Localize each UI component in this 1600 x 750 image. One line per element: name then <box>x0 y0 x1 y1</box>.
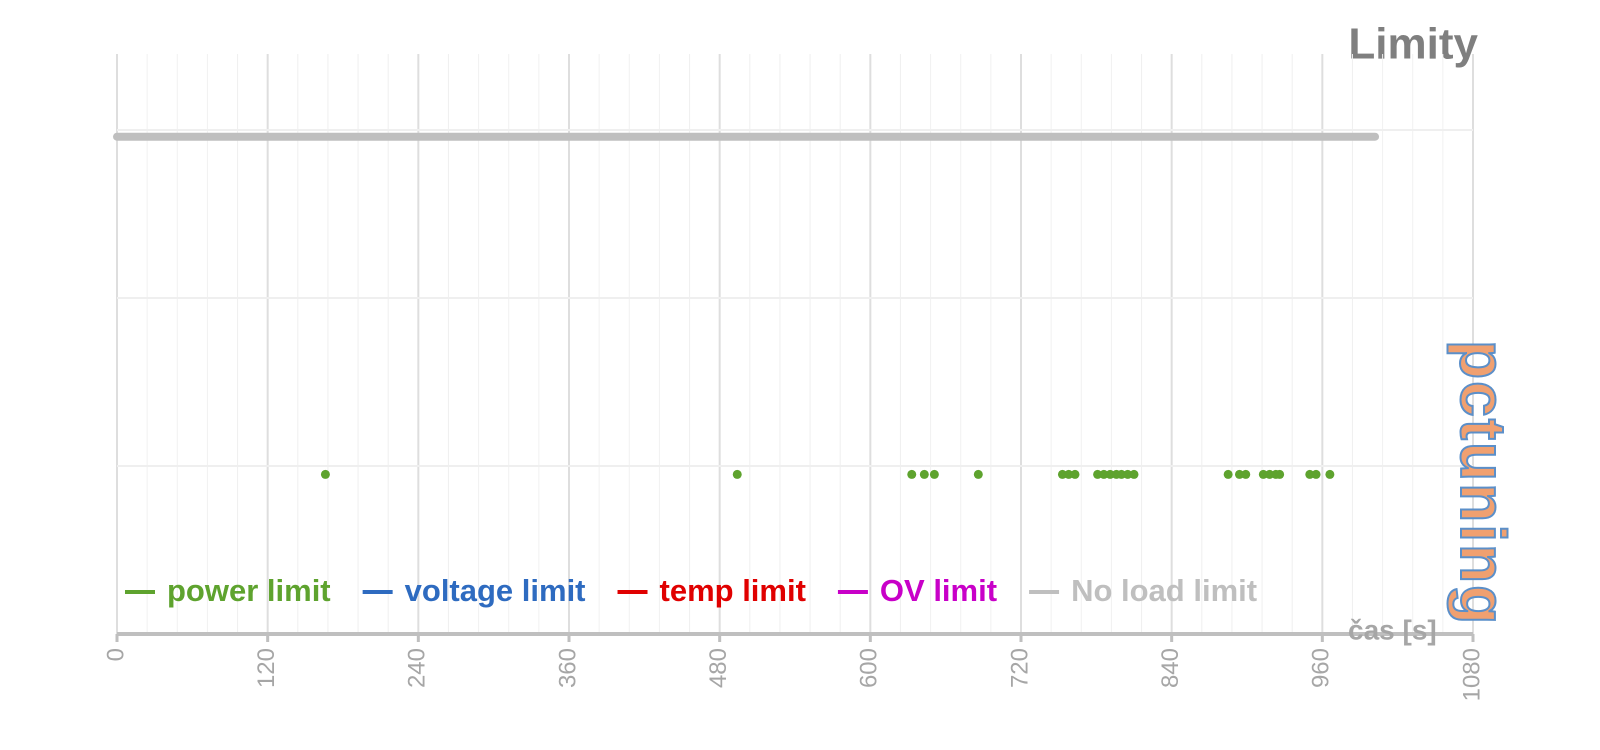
x-tick-label: 480 <box>705 648 732 688</box>
watermark: pctuning <box>1447 340 1519 626</box>
x-tick-label: 360 <box>554 648 581 688</box>
point <box>1116 469 1126 479</box>
point <box>1311 469 1321 479</box>
point <box>1070 469 1080 479</box>
point <box>320 469 330 479</box>
point <box>907 469 917 479</box>
point <box>1093 469 1103 479</box>
point <box>1275 469 1285 479</box>
point <box>1265 469 1275 479</box>
point <box>1123 469 1133 479</box>
x-tick-label: 240 <box>404 648 431 688</box>
x-tick-label: 1080 <box>1458 648 1485 701</box>
chart-title: Limity <box>1348 20 1478 69</box>
point <box>1057 469 1067 479</box>
x-tick-label: 0 <box>102 648 129 661</box>
point <box>919 469 929 479</box>
x-tick-label: 720 <box>1006 648 1033 688</box>
point <box>1241 469 1251 479</box>
legend-label: No load limit <box>1071 573 1257 608</box>
point <box>1305 469 1315 479</box>
legend-label: OV limit <box>880 573 997 608</box>
point <box>732 469 742 479</box>
x-tick-label: 840 <box>1157 648 1184 688</box>
point <box>973 469 983 479</box>
point <box>1223 469 1233 479</box>
x-tick-label: 960 <box>1308 648 1335 688</box>
point <box>1064 469 1074 479</box>
point <box>1258 469 1268 479</box>
x-tick-label: 120 <box>253 648 280 688</box>
legend-label: temp limit <box>660 573 806 608</box>
point <box>1325 469 1335 479</box>
point <box>1129 469 1139 479</box>
legend-label: voltage limit <box>405 573 586 608</box>
point <box>929 469 939 479</box>
x-axis-label: čas [s] <box>1348 614 1437 645</box>
x-tick-label: 600 <box>856 648 883 688</box>
legend-label: power limit <box>167 573 331 608</box>
point <box>1105 469 1115 479</box>
point <box>1099 469 1109 479</box>
point <box>1234 469 1244 479</box>
